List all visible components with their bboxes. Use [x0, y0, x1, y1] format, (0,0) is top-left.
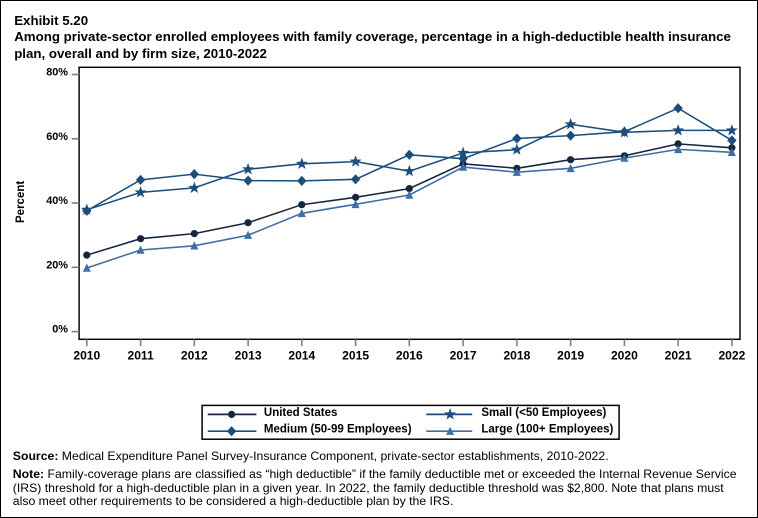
- svg-text:2021: 2021: [665, 349, 692, 363]
- svg-text:2017: 2017: [450, 349, 477, 363]
- svg-text:2010: 2010: [73, 349, 100, 363]
- svg-text:2013: 2013: [235, 349, 262, 363]
- svg-text:0%: 0%: [52, 324, 68, 336]
- svg-text:2019: 2019: [557, 349, 584, 363]
- svg-text:2018: 2018: [503, 349, 530, 363]
- svg-text:2016: 2016: [396, 349, 423, 363]
- svg-text:2012: 2012: [181, 349, 208, 363]
- svg-text:2015: 2015: [342, 349, 369, 363]
- svg-text:40%: 40%: [46, 195, 68, 207]
- svg-text:2014: 2014: [288, 349, 315, 363]
- svg-text:Medium (50-99 Employees): Medium (50-99 Employees): [264, 424, 412, 436]
- svg-text:Small (<50 Employees): Small (<50 Employees): [481, 407, 606, 419]
- svg-text:Large (100+ Employees): Large (100+ Employees): [481, 424, 613, 436]
- svg-text:2022: 2022: [718, 349, 745, 363]
- svg-text:80%: 80%: [46, 67, 68, 79]
- svg-text:2011: 2011: [127, 349, 154, 363]
- svg-text:20%: 20%: [46, 259, 68, 271]
- svg-text:2020: 2020: [611, 349, 638, 363]
- svg-text:60%: 60%: [46, 131, 68, 143]
- svg-text:United States: United States: [264, 407, 338, 419]
- svg-text:Percent: Percent: [15, 181, 27, 223]
